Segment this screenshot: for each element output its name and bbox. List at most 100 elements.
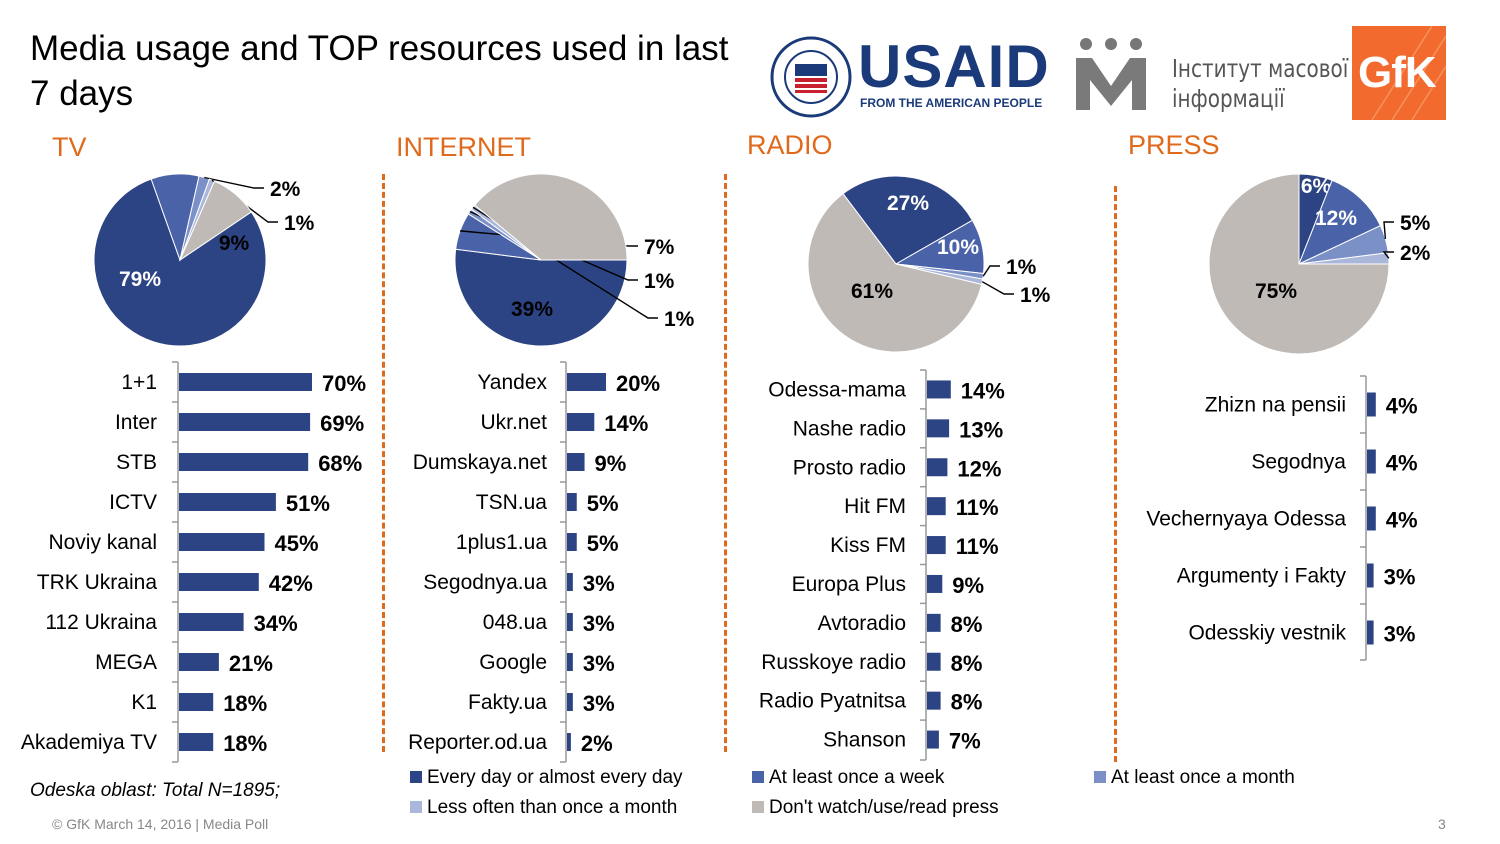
usaid-seal-logo (770, 36, 852, 118)
bar-internet (567, 693, 573, 711)
usaid-wordmark: USAID (858, 33, 1050, 100)
section-title-radio: RADIO (747, 130, 833, 160)
bar-value-label-internet: 3% (583, 691, 615, 716)
usaid-tagline: FROM THE AMERICAN PEOPLE (860, 96, 1043, 110)
bar-value-label-tv: 42% (269, 571, 313, 596)
bar-category-label-internet: 1plus1.ua (456, 531, 547, 554)
section-title-internet: INTERNET (396, 132, 531, 162)
bar-press (1367, 392, 1376, 417)
pie-label-internet: 1% (664, 308, 695, 331)
bar-category-label-tv: Inter (115, 411, 157, 434)
bar-radio (927, 691, 941, 710)
bar-value-label-tv: 18% (223, 731, 267, 756)
bar-value-label-internet: 2% (581, 731, 613, 756)
pie-slice-press (1208, 173, 1390, 355)
imi-line-2: інформації (1172, 84, 1285, 113)
pie-slice-tv (93, 178, 267, 347)
bar-category-label-press: Segodnya (1251, 451, 1346, 474)
bar-category-label-internet: Yandex (477, 371, 547, 394)
bar-value-label-tv: 45% (275, 531, 319, 556)
page-number: 3 (1438, 816, 1446, 832)
pie-label-radio: 27% (887, 192, 929, 215)
legend-item-monthly: At least once a month (1094, 767, 1295, 789)
bar-category-label-press: Zhizn na pensii (1205, 394, 1346, 417)
bar-radio (927, 574, 943, 593)
bar-value-label-internet: 9% (595, 451, 627, 476)
pie-label-tv: 79% (119, 268, 161, 291)
bar-tv (179, 533, 265, 551)
bar-value-label-internet: 5% (587, 531, 619, 556)
bar-category-label-radio: Radio Pyatnitsa (759, 690, 906, 713)
bar-value-label-press: 3% (1384, 565, 1416, 590)
bar-category-label-press: Vechernyaya Odessa (1146, 508, 1346, 531)
bar-category-label-radio: Nashe radio (793, 417, 906, 440)
legend-item-every-day: Every day or almost every day (410, 767, 683, 789)
pie-slice-radio (807, 193, 983, 353)
bar-category-label-radio: Russkoye radio (761, 651, 906, 674)
bar-value-label-press: 3% (1384, 622, 1416, 647)
bar-value-label-radio: 9% (952, 573, 984, 598)
pie-label-radio: 61% (851, 280, 893, 303)
bar-value-label-internet: 3% (583, 571, 615, 596)
bar-internet (567, 733, 571, 751)
pie-leader-line-press (1382, 251, 1394, 259)
bar-value-label-radio: 8% (951, 690, 983, 715)
bar-category-label-radio: Odessa-mama (768, 378, 906, 401)
bar-category-label-radio: Avtoradio (818, 612, 906, 635)
legend-item-never: Don't watch/use/read press (752, 797, 999, 819)
bar-value-label-internet: 3% (583, 651, 615, 676)
pie-label-press: 12% (1315, 207, 1357, 230)
bar-internet (567, 533, 577, 551)
bar-category-label-tv: STB (116, 451, 157, 474)
bar-value-label-radio: 12% (957, 456, 1001, 481)
legend-item-less-often: Less often than once a month (410, 797, 677, 819)
legend-label: At least once a month (1111, 767, 1295, 788)
pie-label-press: 5% (1400, 212, 1431, 235)
divider-radio-press (1114, 186, 1117, 762)
bar-category-label-tv: K1 (131, 691, 157, 714)
bar-category-label-internet: Segodnya.ua (423, 571, 547, 594)
bar-category-label-radio: Kiss FM (830, 534, 906, 557)
bar-tv (179, 573, 259, 591)
gfk-wordmark: GfK (1358, 48, 1437, 97)
bar-category-label-tv: Noviy kanal (48, 531, 157, 554)
legend-swatch (752, 801, 764, 813)
bar-value-label-tv: 69% (320, 411, 364, 436)
pie-label-press: 75% (1255, 280, 1297, 303)
bar-tv (179, 493, 276, 511)
legend-item-weekly: At least once a week (752, 767, 944, 789)
bar-category-label-internet: Fakty.ua (468, 691, 547, 714)
bar-radio (927, 497, 946, 516)
pie-leader-line-radio (981, 281, 1014, 295)
pie-leader-line-tv (204, 176, 264, 189)
bar-value-label-press: 4% (1386, 394, 1418, 419)
bar-category-label-internet: TSN.ua (476, 491, 548, 514)
bar-value-label-radio: 14% (961, 378, 1005, 403)
legend-label: Don't watch/use/read press (769, 797, 999, 818)
bar-radio (927, 536, 946, 555)
bar-internet (567, 573, 573, 591)
pie-leader-line-radio (982, 265, 1000, 277)
bar-value-label-tv: 21% (229, 651, 273, 676)
bar-value-label-tv: 51% (286, 491, 330, 516)
pie-label-internet: 7% (644, 236, 675, 259)
bar-radio (927, 458, 948, 477)
pie-label-tv: 1% (284, 212, 315, 235)
bar-value-label-radio: 8% (951, 651, 983, 676)
page-title: Media usage and TOP resources used in la… (30, 29, 729, 113)
pie-slice-tv (178, 180, 252, 262)
divider-internet-radio (724, 174, 727, 752)
bar-tv (179, 693, 214, 711)
bar-category-label-internet: Reporter.od.ua (408, 731, 547, 754)
bar-category-label-tv: Akademiya TV (21, 731, 157, 754)
legend-label: Less often than once a month (427, 797, 678, 818)
bar-internet (567, 493, 577, 511)
bar-radio (927, 652, 941, 671)
bar-tv (179, 653, 219, 671)
bar-category-label-internet: Dumskaya.net (413, 451, 547, 474)
pie-slice-radio (842, 175, 974, 265)
divider-tv-internet (382, 174, 385, 752)
gfk-logo-lines (1371, 26, 1446, 120)
bar-value-label-radio: 7% (949, 729, 981, 754)
